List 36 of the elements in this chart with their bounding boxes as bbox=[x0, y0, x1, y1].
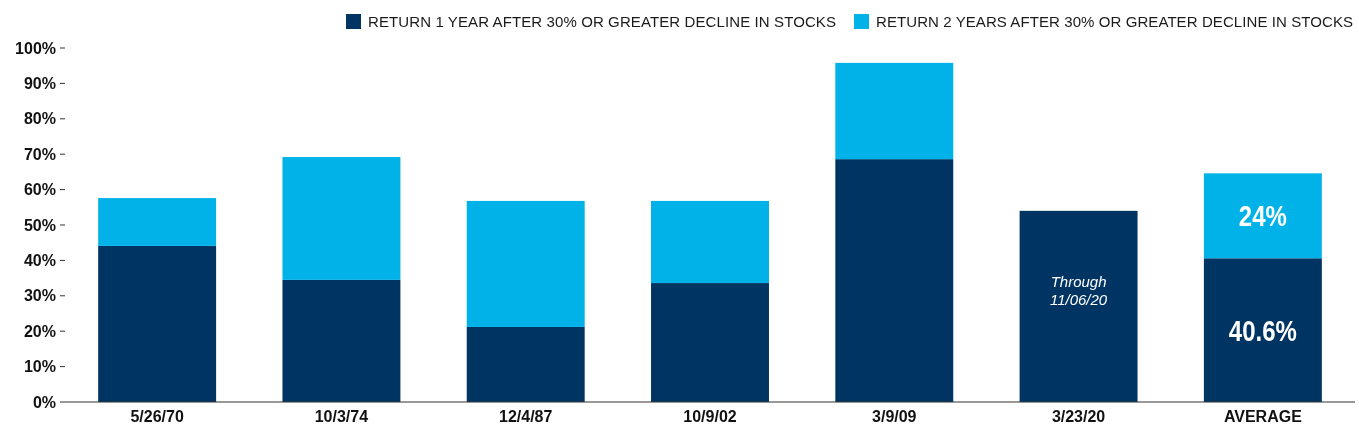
data-label: 24% bbox=[1238, 198, 1287, 233]
bar bbox=[651, 200, 769, 284]
y-tick-label: 20% bbox=[23, 322, 56, 340]
bar bbox=[835, 159, 954, 402]
y-tick-label: 10% bbox=[23, 358, 56, 376]
bar bbox=[282, 279, 401, 402]
x-tick-label: 3/9/09 bbox=[872, 408, 917, 425]
bar bbox=[466, 200, 585, 327]
y-tick-label: 40% bbox=[23, 252, 56, 269]
data-label: 40.6% bbox=[1228, 313, 1297, 348]
y-tick-label: 80% bbox=[23, 110, 56, 128]
bar bbox=[98, 198, 217, 246]
y-tick-label: 30% bbox=[23, 287, 56, 305]
annotation: Through 11/06/20 bbox=[1049, 272, 1108, 308]
bar bbox=[1019, 210, 1138, 402]
legend-label: RETURN 1 YEAR AFTER 30% OR GREATER DECLINE IN STOCKS bbox=[368, 13, 836, 30]
x-tick-label: 10/9/02 bbox=[683, 408, 737, 425]
bar bbox=[466, 326, 585, 402]
y-tick-label: 90% bbox=[23, 75, 56, 92]
x-tick-label: 3/23/20 bbox=[1051, 408, 1106, 425]
y-tick-label: 70% bbox=[23, 145, 56, 163]
bar bbox=[282, 157, 401, 280]
bar bbox=[835, 62, 954, 160]
legend-label: RETURN 2 YEARS AFTER 30% OR GREATER DECLINE IN STOCKS bbox=[876, 13, 1353, 30]
bar bbox=[1203, 173, 1322, 259]
bar bbox=[651, 283, 769, 402]
y-tick-label: 0% bbox=[32, 393, 56, 411]
x-tick-label: AVERAGE bbox=[1223, 408, 1303, 425]
x-tick-label: 10/3/74 bbox=[314, 408, 369, 425]
y-tick-label: 50% bbox=[23, 216, 56, 234]
x-tick-label: 5/26/70 bbox=[130, 408, 184, 425]
x-tick-label: 12/4/87 bbox=[499, 408, 553, 425]
bar bbox=[98, 245, 217, 402]
y-tick-label: 100% bbox=[15, 39, 56, 57]
bar bbox=[1203, 258, 1322, 402]
y-tick-label: 60% bbox=[23, 181, 56, 199]
